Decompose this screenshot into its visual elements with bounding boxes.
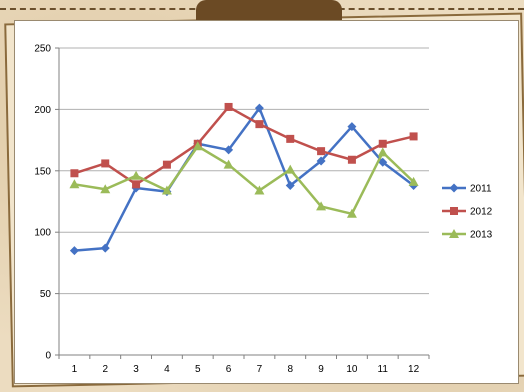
- data-point: [161, 185, 172, 195]
- data-point: [347, 155, 356, 164]
- data-point: [223, 159, 234, 169]
- x-tick-label: 12: [408, 364, 420, 375]
- legend-marker: [449, 229, 459, 238]
- data-point: [101, 159, 110, 168]
- x-tick-label: 1: [72, 364, 78, 375]
- data-point: [317, 147, 326, 156]
- x-tick-label: 6: [226, 364, 232, 375]
- legend-label: 2013: [470, 230, 493, 241]
- y-tick-label: 250: [34, 44, 51, 55]
- x-axis-ticks: 1 2 3 4 5 6 7 8 9 10 11 12: [58, 355, 430, 375]
- series-line: [74, 144, 415, 216]
- series-2012: [70, 102, 418, 189]
- x-tick-label: 10: [346, 364, 358, 375]
- data-point: [316, 156, 326, 166]
- data-point: [346, 208, 357, 218]
- data-point: [224, 145, 234, 155]
- series-2013: [69, 141, 419, 218]
- data-point: [378, 139, 387, 148]
- x-tick-label: 3: [133, 364, 139, 375]
- series-group: [69, 102, 419, 256]
- data-point: [255, 120, 264, 129]
- data-point: [378, 157, 388, 167]
- gridlines: [58, 47, 429, 356]
- data-point: [192, 141, 203, 151]
- data-point: [69, 179, 80, 189]
- data-point: [347, 122, 357, 132]
- x-tick-label: 7: [257, 364, 263, 375]
- x-tick-label: 4: [164, 364, 170, 375]
- data-point: [162, 160, 171, 169]
- data-point: [69, 246, 79, 256]
- data-point: [409, 132, 418, 141]
- data-point: [254, 185, 265, 195]
- x-tick-label: 5: [195, 364, 201, 375]
- data-point: [70, 169, 79, 178]
- y-tick-label: 0: [45, 351, 51, 362]
- data-point: [100, 184, 111, 194]
- legend-label: 2011: [470, 184, 492, 195]
- legend-item: 2011: [442, 183, 492, 195]
- legend-item: 2012: [442, 207, 493, 218]
- y-tick-label: 100: [34, 228, 51, 239]
- series-line: [74, 105, 414, 186]
- legend: 2011 2012 2013: [442, 183, 493, 241]
- legend-item: 2013: [442, 229, 493, 241]
- data-point: [316, 201, 327, 211]
- legend-marker: [449, 183, 459, 193]
- y-tick-label: 150: [34, 166, 51, 177]
- legend-marker: [450, 207, 458, 215]
- data-point: [377, 147, 388, 157]
- data-point: [408, 176, 419, 186]
- x-tick-label: 2: [102, 364, 108, 375]
- y-tick-label: 50: [40, 289, 52, 300]
- data-point: [285, 164, 296, 174]
- data-point: [132, 180, 141, 189]
- data-point: [100, 243, 110, 253]
- data-point: [254, 103, 264, 113]
- x-tick-label: 8: [287, 364, 293, 375]
- y-axis-ticks: 0 50 100 150 200 250: [34, 44, 59, 362]
- x-tick-label: 11: [378, 364, 389, 375]
- y-tick-label: 200: [34, 105, 51, 116]
- legend-label: 2012: [470, 207, 493, 218]
- chart-panel: 0 50 100 150 200 250 1 2 3 4 5 6 7 8 9 10 11 12 2011 2012…: [14, 20, 519, 384]
- folder-tab: [196, 0, 342, 22]
- data-point: [286, 134, 295, 143]
- data-point: [285, 181, 295, 191]
- data-point: [131, 170, 142, 180]
- series-line: [74, 106, 415, 252]
- data-point: [224, 102, 233, 111]
- x-tick-label: 9: [318, 364, 324, 375]
